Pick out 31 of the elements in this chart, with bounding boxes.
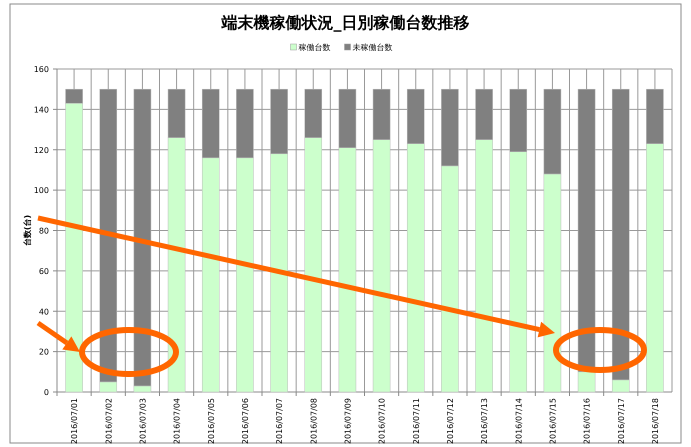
y-tick-label: 20 (38, 348, 49, 357)
legend-label: 稼働台数 (298, 43, 330, 52)
x-tick-label: 2016/07/12 (446, 398, 455, 444)
x-tick-label: 2016/07/03 (138, 398, 148, 444)
y-tick-label: 120 (34, 146, 49, 155)
x-tick-label: 2016/07/06 (240, 398, 250, 444)
y-tick-label: 140 (34, 105, 49, 114)
x-tick-label: 2016/07/13 (480, 398, 490, 444)
x-tick-label: 2016/07/01 (70, 398, 80, 444)
y-tick-label: 160 (34, 65, 49, 74)
x-tick-label: 2016/07/09 (343, 398, 352, 444)
x-tick-label: 2016/07/17 (616, 398, 626, 444)
x-tick-label: 2016/07/04 (172, 398, 182, 444)
chart-title: 端末機稼働状況_日別稼働台数推移 (220, 13, 470, 32)
y-tick-label: 60 (38, 266, 49, 276)
x-tick-label: 2016/07/10 (378, 398, 387, 444)
x-tick-label: 2016/07/14 (514, 398, 524, 444)
x-tick-label: 2016/07/08 (309, 398, 318, 444)
x-tick-label: 2016/07/05 (206, 398, 216, 444)
y-tick-label: 0 (44, 388, 49, 397)
y-tick-label: 40 (38, 307, 49, 316)
y-tick-label: 80 (38, 226, 49, 236)
y-axis-title: 台数(台) (23, 214, 32, 246)
x-tick-label: 2016/07/16 (582, 398, 592, 444)
x-tick-label: 2016/07/02 (104, 398, 114, 444)
x-tick-label: 2016/07/15 (548, 398, 558, 444)
x-tick-label: 2016/07/07 (275, 398, 284, 444)
y-tick-label: 100 (34, 186, 49, 196)
legend-label: 未稼働台数 (352, 43, 392, 52)
x-tick-label: 2016/07/11 (412, 398, 421, 444)
x-tick-label: 2016/07/18 (650, 398, 660, 444)
